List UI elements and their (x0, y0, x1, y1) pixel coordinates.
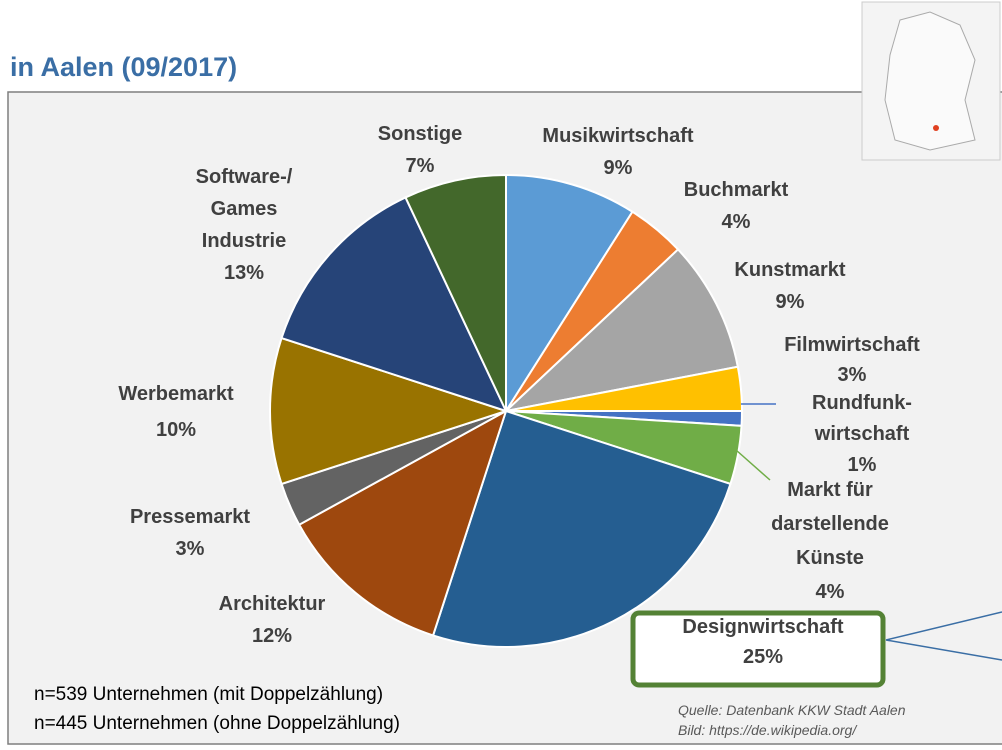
slice-label: Markt für darstellende Künste (771, 479, 889, 569)
slice-value: 13% (224, 262, 264, 284)
slice-value: 9% (604, 157, 633, 179)
note: n=539 Unternehmen (mit Doppelzählung) (34, 684, 383, 705)
slice-value: 12% (252, 625, 292, 647)
slice-label: Kunstmarkt (734, 259, 845, 281)
slice-label: Architektur (219, 593, 326, 615)
slice-value: 10% (156, 419, 196, 441)
map-dot (933, 125, 939, 131)
pie-slice (505, 173, 634, 415)
callout (885, 611, 1002, 661)
slice-label: Werbemarkt (118, 383, 234, 405)
slice-value: 4% (816, 581, 845, 603)
slice-value: 7% (406, 155, 435, 177)
pie (269, 173, 744, 648)
slice-label: Software-/Games Industrie (196, 166, 293, 252)
slice-label: Buchmarkt (684, 179, 789, 201)
note: n=445 Unternehmen (ohne Doppelzählung) (34, 713, 400, 734)
highlight-box (630, 610, 886, 688)
pie-slice (404, 173, 507, 412)
source: Bild: https://de.wikipedia.org/ (678, 722, 858, 738)
pie-slice (269, 336, 510, 486)
pie-slice (431, 409, 732, 648)
slice-label: Filmwirtschaft (784, 334, 920, 356)
pie-slice (297, 408, 508, 637)
slice-label: Designwirtschaft (682, 616, 843, 638)
slice-label: Sonstige (378, 123, 462, 145)
pie-slice (280, 196, 508, 413)
slice-value: 9% (776, 291, 805, 313)
slice-value: 1% (848, 454, 877, 476)
pie-slice (502, 248, 739, 413)
slice-value: 25% (743, 646, 783, 668)
source: Quelle: Datenbank KKW Stadt Aalen (678, 702, 906, 718)
slice-value: 3% (838, 364, 867, 386)
slice-value: 3% (176, 538, 205, 560)
slice-label: Pressemarkt (130, 506, 250, 528)
slice-label: Musikwirtschaft (542, 125, 693, 147)
title: in Aalen (09/2017) (10, 52, 237, 82)
slice-label: Rundfunk-wirtschaft (812, 392, 912, 445)
map-outline (884, 11, 976, 151)
slice-value: 4% (722, 211, 751, 233)
leader-line (735, 449, 771, 481)
